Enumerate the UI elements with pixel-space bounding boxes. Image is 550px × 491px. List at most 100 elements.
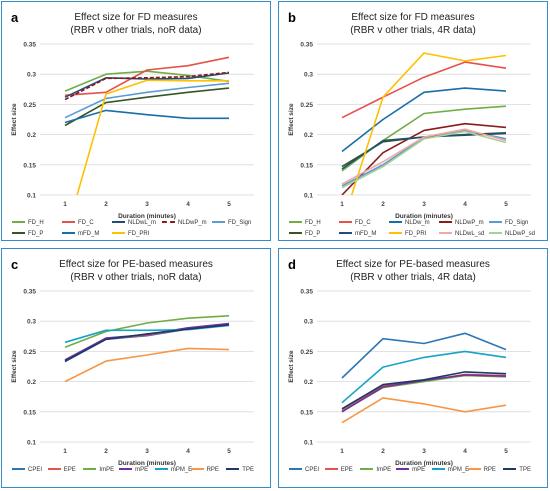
x-tick-label: 2 [381, 201, 385, 208]
legend-label: EPE [340, 467, 353, 473]
legend-label: NLDw_m [405, 220, 430, 226]
x-tick-label: 3 [422, 201, 426, 208]
series-line-cpei [341, 332, 507, 379]
y-tick-label: 0.35 [300, 289, 313, 296]
legend-swatch [12, 468, 25, 471]
x-tick-label: 2 [104, 201, 108, 208]
y-tick-label: 0.3 [27, 319, 36, 326]
series-line-impe [64, 315, 230, 348]
legend-label: mFD_M [355, 231, 377, 237]
legend-label: FD_P [305, 231, 321, 237]
x-tick-label: 4 [186, 448, 190, 455]
legend-item: FD_PRI [389, 231, 426, 237]
legend-item: mPM_E [154, 467, 193, 473]
legend-swatch [389, 232, 402, 235]
x-tick-label: 5 [504, 201, 508, 208]
legend-swatch [119, 468, 133, 471]
panel-label: a [11, 10, 19, 25]
legend-label: mPM_E [170, 467, 193, 473]
legend-swatch [12, 232, 25, 235]
legend-item: FD_PRI [112, 231, 149, 237]
legend-label: FD_PRI [128, 231, 150, 237]
y-tick-label: 0.15 [23, 162, 36, 169]
chart-title: Effect size for PE-based measures [336, 259, 490, 270]
legend-item: CPEI [12, 467, 42, 473]
x-tick-label: 1 [63, 201, 67, 208]
y-tick-label: 0.15 [300, 409, 313, 416]
y-tick-label: 0.2 [304, 132, 313, 139]
legend-label: TPE [242, 467, 254, 473]
y-tick-label: 0.1 [304, 440, 313, 447]
x-tick-label: 1 [63, 448, 67, 455]
legend-swatch [339, 221, 352, 224]
y-tick-label: 0.25 [23, 102, 36, 109]
legend-item: TPE [503, 467, 531, 473]
series-line-nldw-m [341, 87, 507, 153]
legend-swatch [289, 232, 302, 235]
legend-item: EPE [47, 467, 76, 473]
legend-item: NLDwP_m [162, 220, 207, 226]
line-chart: 0.1 0.15 0.2 0.25 0.3 0.35 1 2 3 4 5 Duration (minu… [288, 42, 531, 220]
legend-swatch [212, 221, 225, 224]
legend-label: FD_C [355, 220, 371, 226]
legend-item: FD_Sign [489, 220, 528, 226]
series-line-nldwl-m [64, 72, 230, 98]
y-tick-label: 0.35 [23, 289, 36, 296]
legend-swatch [503, 468, 517, 471]
legend-swatch [62, 221, 75, 224]
legend-swatch [324, 468, 338, 471]
legend-swatch [439, 221, 452, 224]
y-axis-label: Effect size [11, 350, 18, 383]
series-line-fd-c [64, 56, 230, 97]
y-tick-label: 0.2 [27, 132, 36, 139]
x-tick-label: 5 [227, 448, 231, 455]
y-axis-label: Effect size [288, 350, 295, 383]
legend-item: NLDwL_m [112, 220, 156, 226]
legend-swatch [190, 468, 204, 471]
y-tick-label: 0.3 [304, 319, 313, 326]
line-chart: 0.1 0.15 0.2 0.25 0.3 0.35 1 2 3 4 5 Duration (minu… [288, 289, 531, 467]
legend-item: TPE [226, 467, 254, 473]
y-tick-label: 0.1 [304, 193, 313, 200]
legend-item: mPM_E [431, 467, 469, 473]
legend-swatch [62, 232, 75, 235]
legend-swatch [83, 468, 97, 471]
legend-item: NLDw_m [389, 220, 430, 226]
legend-swatch [112, 232, 125, 235]
chart-subtitle: (RBR v other trials, 4R data) [350, 25, 476, 36]
x-tick-label: 2 [104, 448, 108, 455]
legend-item: FD_Sign [212, 220, 251, 226]
chart-subtitle: (RBR v other trials, 4R data) [350, 272, 476, 283]
line-chart: 0.1 0.15 0.2 0.25 0.3 0.35 1 2 3 4 5 Duration (minu… [11, 42, 254, 220]
legend-item: mPE [396, 467, 425, 473]
chart-title: Effect size for PE-based measures [59, 259, 213, 270]
y-tick-label: 0.35 [23, 42, 36, 49]
y-axis-label: Effect size [288, 103, 295, 136]
legend-label: NLDwP_sd [505, 231, 536, 237]
y-axis-label: Effect size [11, 103, 18, 136]
legend-label: ImPE [99, 467, 115, 473]
x-tick-label: 3 [145, 201, 149, 208]
y-tick-label: 0.25 [300, 102, 313, 109]
legend-swatch [47, 468, 61, 471]
legend-swatch [154, 468, 168, 471]
legend-label: EPE [63, 467, 76, 473]
x-tick-label: 5 [227, 201, 231, 208]
x-tick-label: 4 [463, 448, 467, 455]
x-tick-label: 4 [463, 201, 467, 208]
legend-swatch [439, 232, 452, 235]
x-axis-label: Duration (minutes) [118, 213, 176, 220]
legend-item: ImPE [360, 467, 391, 473]
x-tick-label: 2 [381, 448, 385, 455]
y-tick-label: 0.1 [27, 440, 36, 447]
legend-item: FD_H [12, 220, 44, 226]
legend-swatch [489, 232, 502, 235]
y-tick-label: 0.2 [304, 379, 313, 386]
legend-label: FD_H [305, 220, 321, 226]
legend-swatch [467, 468, 481, 471]
legend-label: RPE [206, 467, 219, 473]
legend-item: mFD_M [62, 231, 99, 237]
series-line-fd-pri [76, 79, 229, 195]
y-tick-label: 0.15 [300, 162, 313, 169]
chart-title: Effect size for FD measures [351, 12, 475, 23]
